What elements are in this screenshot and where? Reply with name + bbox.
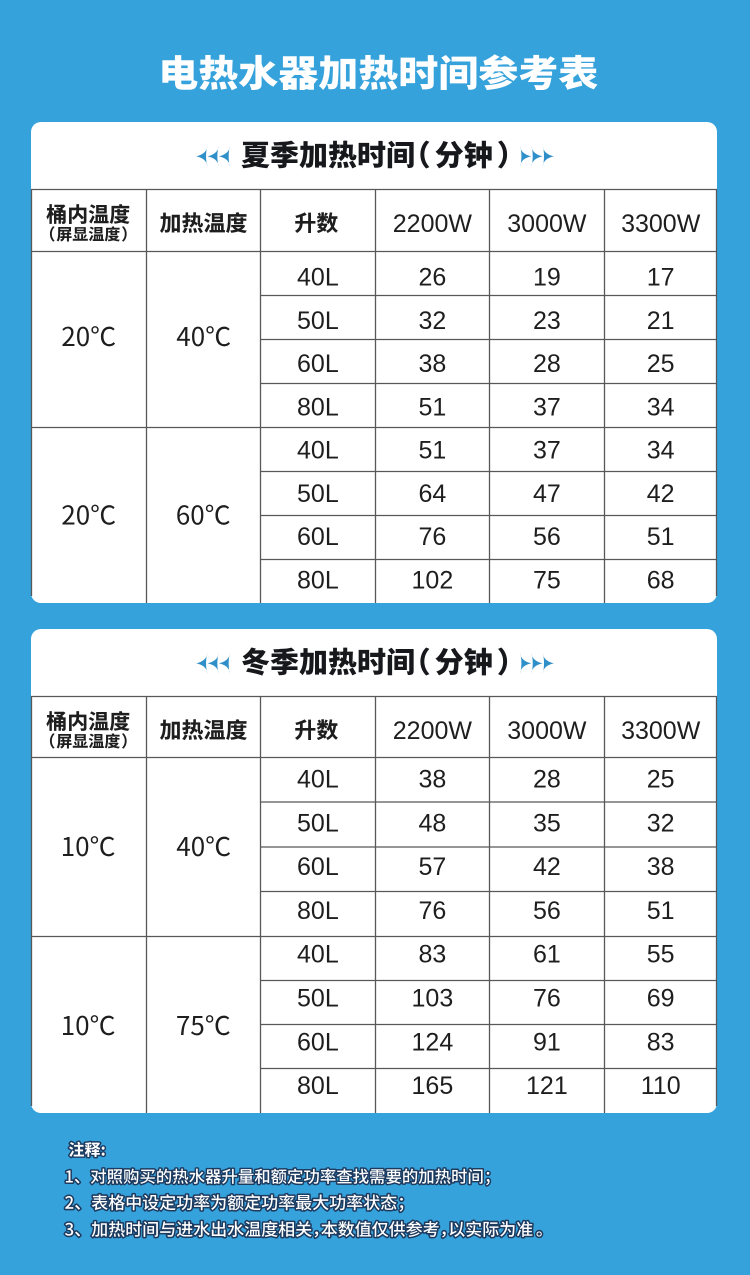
svg-text:56: 56 [533,897,561,925]
svg-text:25: 25 [647,766,675,794]
svg-text:55: 55 [647,941,675,969]
svg-text:2200W: 2200W [393,717,473,745]
svg-text:26: 26 [418,264,446,292]
svg-text:40L: 40L [297,264,339,292]
svg-text:64: 64 [418,480,446,508]
svg-text:42: 42 [533,853,561,881]
svg-text:25: 25 [647,350,675,378]
svg-text:60L: 60L [297,1028,339,1056]
svg-text:50L: 50L [297,480,339,508]
svg-text:38: 38 [647,853,675,881]
svg-text:42: 42 [647,480,675,508]
svg-text:23: 23 [533,307,561,335]
svg-text:50L: 50L [297,307,339,335]
svg-text:124: 124 [412,1028,454,1056]
svg-text:34: 34 [647,437,675,465]
svg-text:76: 76 [418,523,446,551]
svg-text:83: 83 [418,941,446,969]
svg-text:51: 51 [647,523,675,551]
svg-text:47: 47 [533,480,561,508]
svg-text:83: 83 [647,1028,675,1056]
svg-text:60L: 60L [297,350,339,378]
svg-text:37: 37 [533,437,561,465]
svg-text:68: 68 [647,566,675,594]
svg-text:48: 48 [418,809,446,837]
svg-text:102: 102 [412,566,454,594]
svg-text:80L: 80L [297,1072,339,1100]
svg-text:21: 21 [647,307,675,335]
svg-text:3300W: 3300W [621,717,701,745]
svg-text:80L: 80L [297,897,339,925]
svg-text:80L: 80L [297,566,339,594]
svg-text:103: 103 [412,985,454,1013]
svg-text:38: 38 [418,350,446,378]
svg-text:3300W: 3300W [621,210,701,238]
svg-text:80L: 80L [297,393,339,421]
svg-text:2200W: 2200W [393,210,473,238]
svg-text:91: 91 [533,1028,561,1056]
svg-text:50L: 50L [297,809,339,837]
svg-text:32: 32 [418,307,446,335]
svg-text:28: 28 [533,350,561,378]
svg-text:69: 69 [647,985,675,1013]
svg-text:17: 17 [647,264,675,292]
svg-text:60L: 60L [297,853,339,881]
svg-text:121: 121 [526,1072,568,1100]
svg-text:35: 35 [533,809,561,837]
svg-text:32: 32 [647,809,675,837]
svg-text:61: 61 [533,941,561,969]
svg-text:40L: 40L [297,766,339,794]
svg-text:51: 51 [418,393,446,421]
svg-text:51: 51 [418,437,446,465]
svg-text:165: 165 [412,1072,454,1100]
svg-text:110: 110 [641,1072,681,1100]
svg-text:75: 75 [533,566,561,594]
svg-text:40L: 40L [297,941,339,969]
svg-text:76: 76 [418,897,446,925]
svg-text:56: 56 [533,523,561,551]
svg-text:37: 37 [533,393,561,421]
svg-text:19: 19 [533,264,561,292]
svg-text:3000W: 3000W [507,717,587,745]
svg-text:28: 28 [533,766,561,794]
svg-text:76: 76 [533,985,561,1013]
svg-text:34: 34 [647,393,675,421]
svg-text:57: 57 [418,853,446,881]
svg-text:3000W: 3000W [507,210,587,238]
svg-text:50L: 50L [297,985,339,1013]
svg-text:60L: 60L [297,523,339,551]
svg-text:38: 38 [418,766,446,794]
svg-text:40L: 40L [297,437,339,465]
svg-text:51: 51 [647,897,675,925]
